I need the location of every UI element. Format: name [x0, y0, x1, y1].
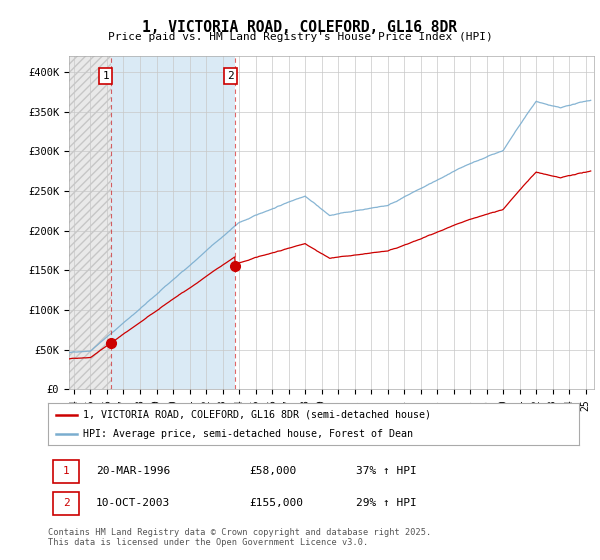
Text: Price paid vs. HM Land Registry's House Price Index (HPI): Price paid vs. HM Land Registry's House …	[107, 32, 493, 43]
FancyBboxPatch shape	[53, 492, 79, 515]
Text: 10-OCT-2003: 10-OCT-2003	[96, 498, 170, 508]
Bar	[110, 56, 235, 389]
Text: 2: 2	[62, 498, 70, 508]
Text: 1, VICTORIA ROAD, COLEFORD, GL16 8DR: 1, VICTORIA ROAD, COLEFORD, GL16 8DR	[143, 20, 458, 35]
FancyBboxPatch shape	[53, 460, 79, 483]
Text: 20-MAR-1996: 20-MAR-1996	[96, 466, 170, 476]
Text: 1: 1	[102, 71, 109, 81]
Text: Contains HM Land Registry data © Crown copyright and database right 2025.
This d: Contains HM Land Registry data © Crown c…	[48, 528, 431, 547]
Text: 37% ↑ HPI: 37% ↑ HPI	[356, 466, 417, 476]
Text: 1: 1	[62, 466, 70, 476]
Bar	[69, 56, 110, 389]
Text: £155,000: £155,000	[250, 498, 304, 508]
Text: HPI: Average price, semi-detached house, Forest of Dean: HPI: Average price, semi-detached house,…	[83, 429, 413, 439]
Text: £58,000: £58,000	[250, 466, 297, 476]
Text: 29% ↑ HPI: 29% ↑ HPI	[356, 498, 417, 508]
Text: 2: 2	[227, 71, 234, 81]
Text: 1, VICTORIA ROAD, COLEFORD, GL16 8DR (semi-detached house): 1, VICTORIA ROAD, COLEFORD, GL16 8DR (se…	[83, 409, 431, 419]
